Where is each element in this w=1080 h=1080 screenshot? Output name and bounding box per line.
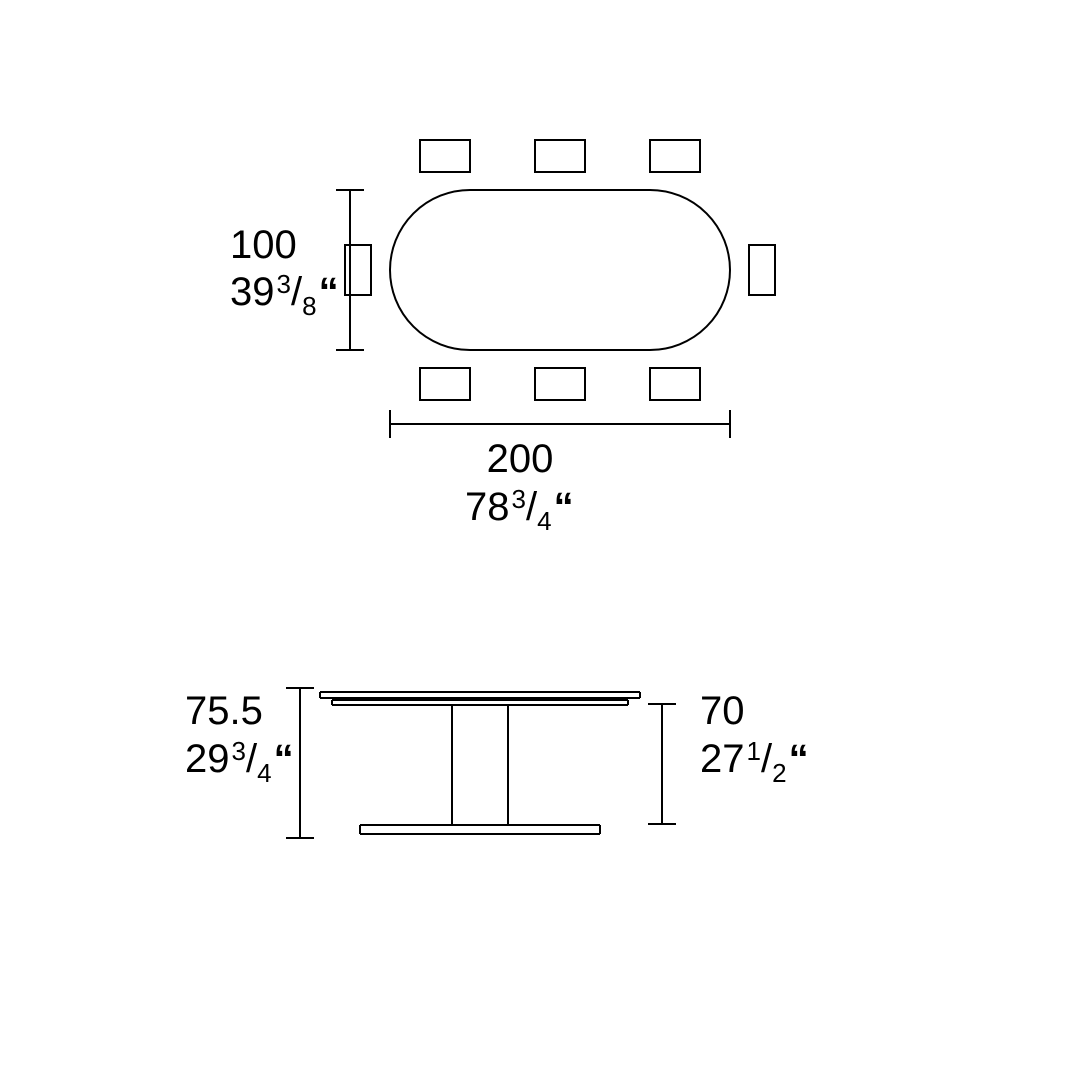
dim-depth-inch: 393/8“: [230, 269, 339, 321]
dim-width-cm: 200: [487, 437, 554, 481]
chair-top-1: [535, 140, 585, 172]
chair-top-0: [420, 140, 470, 172]
svg-text:271/2“: 271/2“: [700, 736, 809, 788]
dim-depth-cm: 100: [230, 223, 297, 267]
chair-bottom-2: [650, 368, 700, 400]
chair-right: [749, 245, 775, 295]
svg-text:783/4“: 783/4“: [465, 484, 574, 536]
side-view: [320, 692, 640, 834]
svg-text:293/4“: 293/4“: [185, 736, 294, 788]
dim-height-overall-inch: 293/4“: [185, 736, 294, 788]
top-view: [345, 140, 775, 400]
chair-left: [345, 245, 371, 295]
dim-table-depth: [336, 190, 364, 350]
dim-table-width: [390, 410, 730, 438]
chair-bottom-0: [420, 368, 470, 400]
chair-bottom-1: [535, 368, 585, 400]
dim-height-clearance-cm: 70: [700, 689, 745, 733]
chair-top-2: [650, 140, 700, 172]
table-top-outline: [390, 190, 730, 350]
dim-height-clearance: [648, 704, 676, 824]
svg-text:393/8“: 393/8“: [230, 269, 339, 321]
dim-height-clearance-inch: 271/2“: [700, 736, 809, 788]
dim-width-inch: 783/4“: [465, 484, 574, 536]
dim-height-overall-cm: 75.5: [185, 689, 263, 733]
